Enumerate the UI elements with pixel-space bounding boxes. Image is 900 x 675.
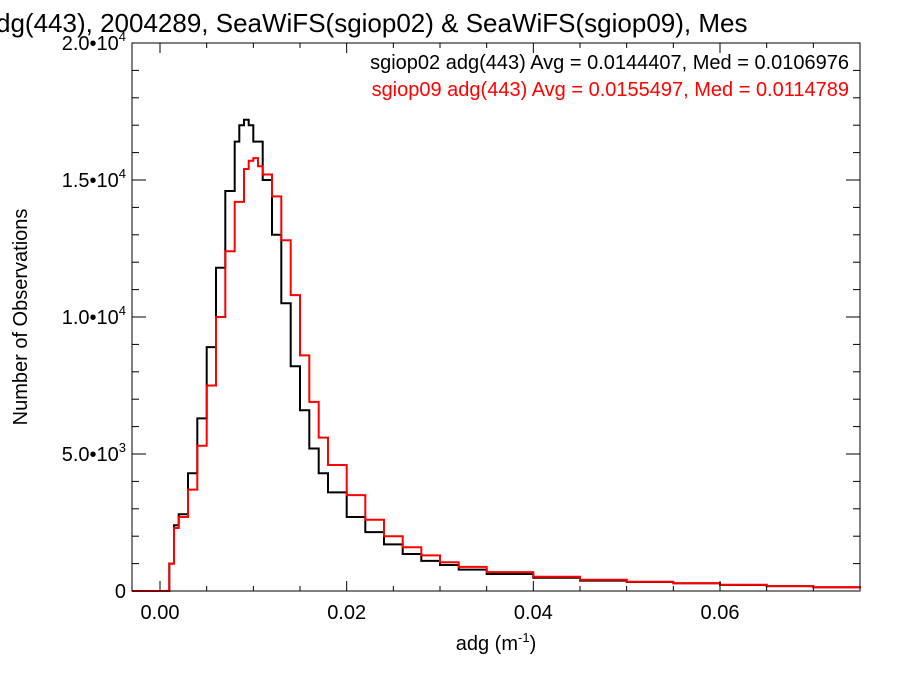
x-axis: 0.00 0.02 0.04 0.06 bbox=[141, 43, 861, 624]
y-tick-label: 1.0•104 bbox=[62, 303, 126, 329]
y-axis-label: Number of Observations bbox=[10, 209, 32, 426]
chart-title: dg(443), 2004289, SeaWiFS(sgiop02) & Sea… bbox=[0, 8, 747, 38]
y-tick-label: 1.5•104 bbox=[62, 166, 126, 192]
x-tick-label: 0.06 bbox=[701, 602, 740, 624]
x-axis-label-end: ) bbox=[530, 633, 537, 655]
series-layer bbox=[132, 118, 861, 592]
y-axis: 0 5.0•103 1.0•104 1.5•104 2.0•104 bbox=[62, 29, 860, 603]
x-tick-label: 0.00 bbox=[141, 602, 180, 624]
x-tick-label: 0.04 bbox=[514, 602, 553, 624]
x-axis-label-main: adg (m bbox=[456, 633, 518, 655]
y-tick-label: 2.0•104 bbox=[62, 29, 126, 55]
legend-entry-sgiop02: sgiop02 adg(443) Avg = 0.0144407, Med = … bbox=[370, 52, 849, 74]
x-tick-label: 0.02 bbox=[327, 602, 366, 624]
series-line-1 bbox=[132, 157, 861, 592]
x-axis-label-sup: -1 bbox=[518, 630, 530, 645]
x-axis-label: adg (m-1) bbox=[456, 630, 536, 655]
y-tick-label: 0 bbox=[115, 581, 126, 603]
y-tick-label: 5.0•103 bbox=[62, 440, 126, 466]
series-line-0 bbox=[132, 118, 861, 592]
legend-entry-sgiop09: sgiop09 adg(443) Avg = 0.0155497, Med = … bbox=[372, 79, 849, 101]
